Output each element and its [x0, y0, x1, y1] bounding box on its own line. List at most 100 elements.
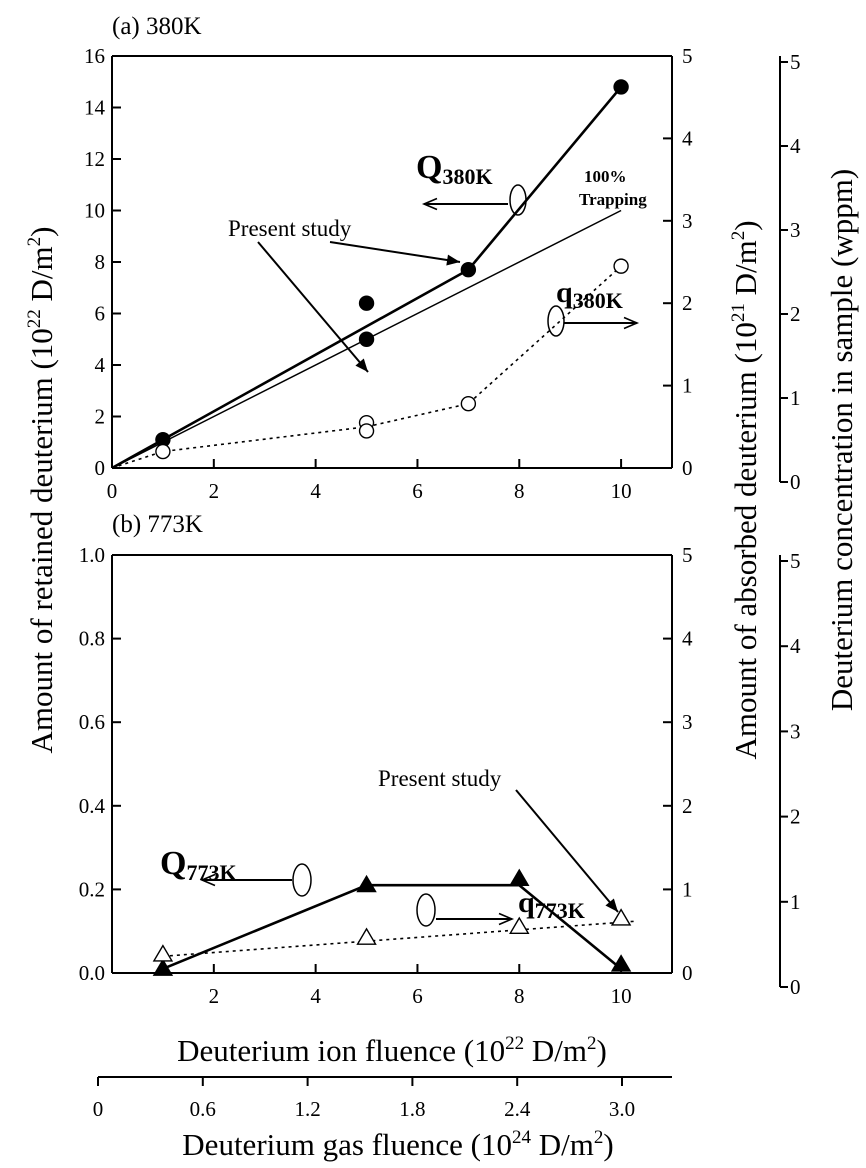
- panel-a-x-tick-label: 6: [412, 479, 423, 503]
- point-q380: [613, 258, 629, 274]
- panel-a-x-tick-label: 0: [107, 479, 118, 503]
- present-study-label-a: Present study: [228, 216, 352, 241]
- panel-b-x-tick-label: 6: [412, 984, 423, 1008]
- panel-a-x-tick-label: 4: [310, 479, 321, 503]
- panel-a-far-right-tick-label: 2: [790, 302, 801, 326]
- q773-ellipse: [416, 893, 436, 927]
- present-study-label-b: Present study: [378, 766, 502, 791]
- panel-a-left-tick-label: 4: [95, 353, 106, 377]
- x2-tick-label: 0: [93, 1097, 104, 1121]
- panel-b-right-tick-label: 1: [682, 877, 693, 901]
- panel-b-right-tick-label: 0: [682, 961, 693, 985]
- panel-b-title: (b) 773K: [112, 511, 203, 538]
- panel-b-far-right-tick-label: 0: [790, 975, 801, 999]
- panel-a-right-tick-label: 1: [682, 374, 693, 398]
- panel-a-left-tick-label: 12: [84, 147, 105, 171]
- series-line-trapping_100: [111, 209, 622, 469]
- present-study-arrow-a1: [257, 241, 369, 373]
- point-q773: [509, 916, 530, 935]
- x2-tick-label: 1.2: [294, 1097, 320, 1121]
- point-Q380: [358, 295, 375, 311]
- q773-direction-arrow-head: [498, 912, 515, 926]
- trapping-label-line2: Trapping: [579, 190, 647, 209]
- panel-b-right-tick-label: 3: [682, 710, 693, 734]
- panel-a-right-tick-label: 4: [682, 126, 693, 150]
- panel-a-far-right-tick-label: 0: [790, 470, 801, 494]
- point-Q773: [152, 958, 174, 976]
- present-study-arrow-b-head: [605, 898, 618, 912]
- panel-b-far-right-tick-label: 3: [790, 719, 801, 743]
- x2-tick-label: 0.6: [190, 1097, 216, 1121]
- Q773-ellipse: [292, 863, 312, 897]
- panel-b-right-tick-label: 4: [682, 627, 693, 651]
- panel-b-x-tick-label: 10: [611, 984, 632, 1008]
- panel-b-x-tick-label: 8: [514, 984, 525, 1008]
- series-line-q773: [162, 920, 637, 958]
- series-label-Q380: Q380K: [416, 149, 493, 189]
- point-Q380: [613, 79, 629, 95]
- Q380-direction-arrow-head: [421, 197, 438, 211]
- Q773-direction-arrow-head: [199, 873, 216, 887]
- point-q773: [610, 908, 632, 926]
- q380-direction-arrow-head: [623, 316, 640, 330]
- panel-a-left-tick-label: 8: [95, 250, 106, 274]
- point-q773: [152, 944, 174, 962]
- panel-a-left-tick-label: 10: [84, 199, 105, 223]
- panel-a-x-tick-label: 2: [209, 479, 220, 503]
- panel-b-x-tick-label: 4: [310, 984, 321, 1008]
- series-line-q380: [111, 265, 622, 469]
- panel-a-left-tick-label: 6: [95, 302, 106, 326]
- panel-a-right-tick-label: 5: [682, 44, 693, 68]
- point-q773: [356, 927, 377, 945]
- series-line-Q380: [111, 86, 623, 470]
- x2-tick-label: 2.4: [504, 1097, 531, 1121]
- present-study-arrow-a1-head: [355, 358, 368, 372]
- panel-a-x-tick-label: 10: [611, 479, 632, 503]
- panel-a-left-tick-label: 2: [95, 405, 106, 429]
- panel-a-far-right-tick-label: 5: [790, 50, 801, 74]
- panel-a-x-tick-label: 8: [514, 479, 525, 503]
- panel-a-far-right-tick-label: 1: [790, 386, 801, 410]
- panel-a-title: (a) 380K: [112, 13, 202, 40]
- point-q380: [155, 443, 171, 460]
- panel-a-far-right-tick-label: 3: [790, 218, 801, 242]
- panel-a-far-right-tick-label: 4: [790, 134, 801, 158]
- series-label-Q773: Q773K: [160, 845, 237, 885]
- x2-tick-label: 1.8: [399, 1097, 425, 1121]
- far-right-axis-title: Deuterium concentration in sample (wppm): [824, 169, 859, 711]
- point-q380: [358, 423, 375, 439]
- series-label-q773: q773K: [518, 886, 585, 923]
- trapping-label-line1: 100%: [584, 167, 627, 186]
- point-q380: [460, 396, 477, 412]
- panel-a-left-tick-label: 0: [95, 456, 106, 480]
- Q380-ellipse: [509, 184, 527, 216]
- x2-tick-label: 3.0: [609, 1097, 635, 1121]
- panel-b-far-right-tick-label: 2: [790, 805, 801, 829]
- series-line-Q773: [162, 883, 622, 971]
- panel-a-right-tick-label: 2: [682, 291, 693, 315]
- point-Q773: [610, 954, 632, 972]
- point-Q773: [356, 874, 377, 893]
- panel-b-far-right-tick-label: 1: [790, 890, 801, 914]
- panel-b-far-right-tick-label: 5: [790, 549, 801, 573]
- right-axis-title: Amount of absorbed deuterium (1021 D/m2): [728, 220, 763, 759]
- panel-b-left-tick-label: 0.6: [79, 710, 105, 734]
- point-Q773: [509, 868, 530, 886]
- panel-a-right-tick-label: 0: [682, 456, 693, 480]
- panel-a-left-tick-label: 16: [84, 44, 105, 68]
- panel-b-left-tick-label: 0.8: [79, 627, 105, 651]
- panel-b-left-tick-label: 1.0: [79, 543, 105, 567]
- x-axis-title: Deuterium ion fluence (1022 D/m2): [177, 1033, 607, 1068]
- point-Q380: [460, 262, 477, 278]
- q380-ellipse: [547, 305, 565, 337]
- panel-b-left-tick-label: 0.4: [79, 794, 106, 818]
- panel-b-left-tick-label: 0.2: [79, 877, 105, 901]
- panel-b-right-tick-label: 5: [682, 543, 693, 567]
- panel-b-left-tick-label: 0.0: [79, 961, 105, 985]
- present-study-arrow-a2-head: [446, 254, 460, 266]
- panel-b-far-right-tick-label: 4: [790, 634, 801, 658]
- left-axis-title: Amount of retained deuterium (1022 D/m2): [24, 227, 59, 754]
- panel-b-x-tick-label: 2: [209, 984, 220, 1008]
